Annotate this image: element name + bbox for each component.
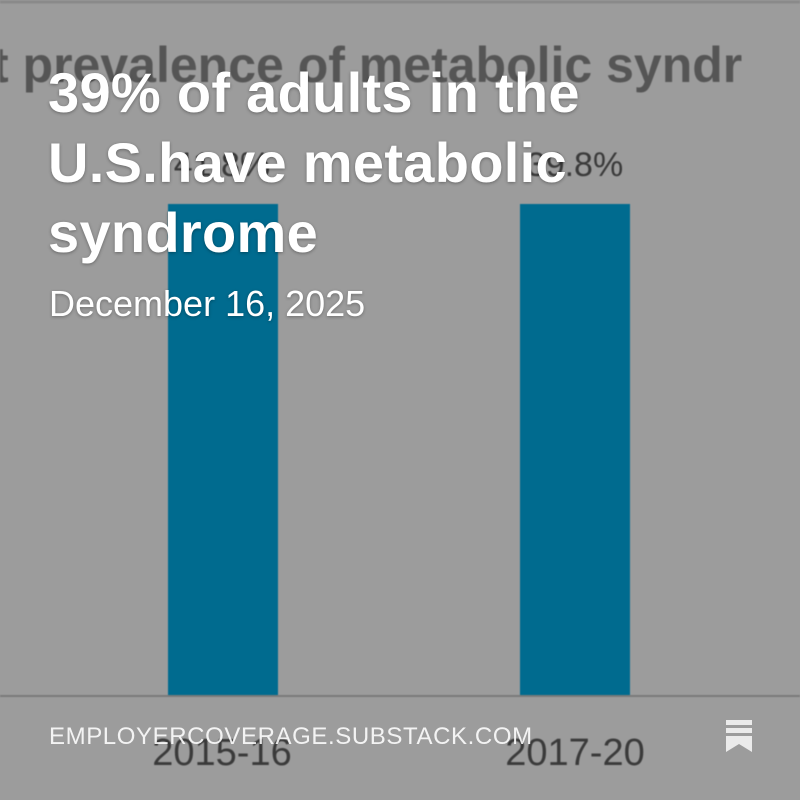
- post-headline[interactable]: 39% of adults in the U.S.have metabolic …: [48, 61, 580, 264]
- background-tick-label-1: 2015-16: [152, 732, 291, 774]
- bookmark-icon: [726, 720, 752, 752]
- bookmark-button[interactable]: [724, 718, 754, 754]
- background-bar-1: [168, 204, 278, 696]
- background-tick-label-2: 2017-20: [505, 732, 644, 774]
- site-url[interactable]: EMPLOYERCOVERAGE.SUBSTACK.COM: [49, 723, 533, 750]
- background-value-label-2: 39.8%: [527, 146, 623, 184]
- background-bar-2: [520, 204, 630, 696]
- background-chart-title: t prevalence of metabolic syndr: [0, 37, 742, 93]
- post-date: December 16, 2025: [49, 283, 366, 324]
- background-value-label-1: 41.8%: [174, 146, 270, 184]
